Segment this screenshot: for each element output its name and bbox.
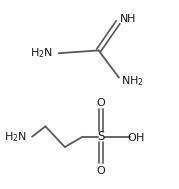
Text: $\mathrm{NH_2}$: $\mathrm{NH_2}$ <box>121 74 144 88</box>
Text: $\mathrm{OH}$: $\mathrm{OH}$ <box>127 131 145 143</box>
Text: $\mathrm{O}$: $\mathrm{O}$ <box>96 96 106 108</box>
Text: $\mathrm{NH}$: $\mathrm{NH}$ <box>119 12 136 24</box>
Text: $\mathrm{H_2N}$: $\mathrm{H_2N}$ <box>4 130 27 144</box>
Text: $\mathrm{S}$: $\mathrm{S}$ <box>97 130 106 143</box>
Text: $\mathrm{H_2N}$: $\mathrm{H_2N}$ <box>30 46 53 60</box>
Text: $\mathrm{O}$: $\mathrm{O}$ <box>96 164 106 177</box>
